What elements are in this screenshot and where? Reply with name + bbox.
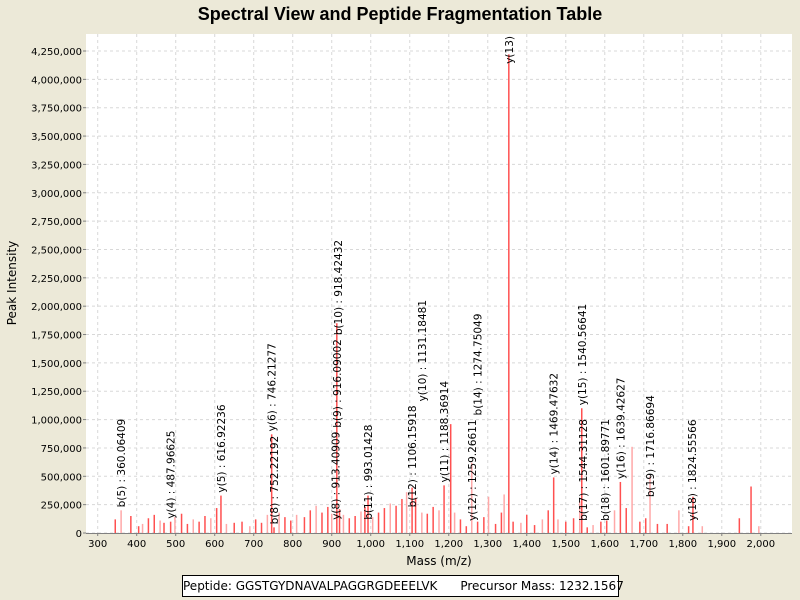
peaks: [114, 54, 760, 533]
x-tick-label: 2,000: [746, 539, 775, 550]
peptide-label: Peptide: GGSTGYDNAVALPAGGRGDEEELVK: [183, 579, 438, 593]
x-tick-label: 300: [88, 539, 107, 550]
fragment-annotation: b(5) : 360.06409: [116, 419, 128, 508]
fragment-annotation: b(19) : 1716.86694: [645, 395, 657, 497]
y-tick-label: 3,000,000: [31, 189, 82, 200]
x-tick-label: 1,400: [512, 539, 541, 550]
y-axis-label: Peak Intensity: [5, 241, 19, 326]
fragment-annotation: y(12) : 1259.26611: [467, 419, 479, 520]
x-tick-label: 800: [283, 539, 302, 550]
fragment-annotation: b(8) : 752.22192: [269, 436, 281, 525]
y-tick-label: 1,000,000: [31, 416, 82, 427]
y-tick-label: 3,750,000: [31, 104, 82, 115]
fragment-annotation: b(18) : 1601.89771: [600, 419, 612, 521]
x-tick-label: 1,700: [629, 539, 658, 550]
x-tick-label: 1,800: [668, 539, 697, 550]
y-tick-label: 2,750,000: [31, 217, 82, 228]
fragment-annotation: y(8) : 913.40909: [331, 432, 343, 520]
precursor-mass-label: Precursor Mass: 1232.1567: [460, 579, 624, 593]
peptide-info-box: Peptide: GGSTGYDNAVALPAGGRGDEEELVK Precu…: [182, 575, 624, 597]
x-tick-label: 1,500: [551, 539, 580, 550]
fragment-annotation: y(5) : 616.92236: [216, 404, 228, 492]
y-tick-label: 1,500,000: [31, 359, 82, 370]
y-tick-label: 0: [76, 529, 82, 540]
y-tick-label: 2,000,000: [31, 302, 82, 313]
y-tick-label: 750,000: [41, 444, 82, 455]
x-tick-label: 1,100: [395, 539, 424, 550]
x-tick-label: 1,200: [434, 539, 463, 550]
fragment-annotation: y(10) : 1131.18481: [417, 300, 429, 401]
x-tick-label: 1,000: [356, 539, 385, 550]
x-tick-label: 400: [127, 539, 146, 550]
fragment-annotation: y(11) : 1188.36914: [439, 381, 451, 483]
y-tick-label: 250,000: [41, 501, 82, 512]
y-tick-label: 4,000,000: [31, 75, 82, 86]
fragment-annotation: b(10) : 918.42432: [333, 240, 345, 335]
y-tick-label: 2,250,000: [31, 274, 82, 285]
y-tick-label: 3,250,000: [31, 160, 82, 171]
x-tick-label: 700: [244, 539, 263, 550]
x-tick-label: 600: [205, 539, 224, 550]
fragment-annotation: y(15) : 1540.56641: [577, 304, 589, 405]
axes: 300 400 500 600 700 800 900 1,000 1,100 1,200 1,30…: [31, 47, 792, 550]
fragment-annotation: y(16) : 1639.42627: [615, 378, 627, 479]
x-axis-label: Mass (m/z): [406, 554, 471, 568]
y-tick-label: 1,750,000: [31, 331, 82, 342]
y-tick-label: 1,250,000: [31, 387, 82, 398]
x-tick-label: 1,900: [707, 539, 736, 550]
y-tick-label: 4,250,000: [31, 47, 82, 58]
x-tick-label: 1,300: [473, 539, 502, 550]
fragment-annotation: y(14) : 1469.47632: [549, 373, 561, 474]
fragment-annotation: b(12) : 1106.15918: [407, 405, 419, 507]
fragment-annotation: y(18) : 1824.55566: [687, 419, 699, 521]
x-tick-label: 1,600: [590, 539, 619, 550]
fragment-annotation: b(11) : 993.01428: [363, 425, 375, 520]
x-tick-label: 500: [166, 539, 185, 550]
fragment-annotation: y(4) : 487.96625: [166, 431, 178, 519]
fragment-annotation: b(14) : 1274.75049: [473, 314, 485, 416]
fragment-annotation: b(9) : 916.09002: [332, 339, 344, 428]
grid: [86, 34, 792, 534]
plot-area: [86, 34, 792, 533]
y-tick-label: 2,500,000: [31, 245, 82, 256]
annotations: b(5) : 360.06409 y(4) : 487.96625 y(5) : 6…: [116, 36, 699, 524]
fragment-annotation: y(13): [504, 36, 516, 64]
y-tick-label: 500,000: [41, 472, 82, 483]
fragment-annotation: y(6) : 746.21277: [267, 343, 279, 431]
y-tick-label: 3,500,000: [31, 132, 82, 143]
fragment-annotation: b(17) : 1544.31128: [578, 419, 590, 521]
x-tick-label: 900: [322, 539, 341, 550]
chart-title: Spectral View and Peptide Fragmentation …: [198, 4, 602, 24]
